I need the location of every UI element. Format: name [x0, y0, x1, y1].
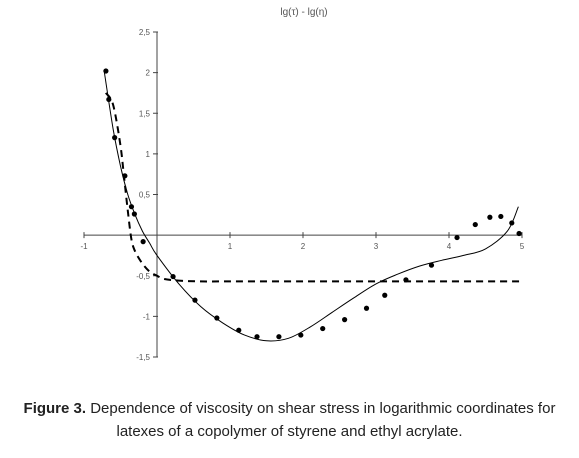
data-point	[254, 334, 260, 340]
data-point	[192, 297, 198, 303]
data-point	[122, 173, 128, 179]
data-point	[128, 204, 135, 210]
dashed-fit-curve	[105, 92, 522, 283]
tick-labels: -1 1 2 3 4 5 2,5 2 1,5 1 0,5 -0,5 -1 -1,5	[80, 28, 524, 362]
data-point	[342, 317, 348, 323]
data-point	[487, 214, 493, 220]
caption-lead: Figure 3.	[23, 400, 87, 417]
data-point	[472, 221, 478, 228]
data-points	[103, 68, 522, 340]
curves	[103, 72, 522, 342]
data-point	[298, 332, 304, 338]
y-tick-label: -1	[143, 312, 151, 321]
data-point	[382, 292, 388, 298]
data-point	[236, 327, 242, 333]
x-tick-label: 1	[228, 242, 233, 251]
data-point	[131, 211, 137, 217]
figure-caption: Figure 3. Dependence of viscosity on she…	[10, 397, 569, 443]
data-point	[106, 96, 112, 103]
data-point	[509, 220, 515, 226]
x-tick-label: -1	[80, 242, 88, 251]
data-point	[140, 239, 146, 245]
x-tick-label: 3	[374, 242, 379, 251]
caption-text: Dependence of viscosity on shear stress …	[86, 400, 556, 440]
chart-title: lg(τ) - lg(η)	[280, 7, 327, 18]
data-point	[454, 234, 460, 241]
y-tick-label: 2	[146, 69, 151, 78]
y-tick-label: -0,5	[136, 272, 150, 281]
data-point	[170, 273, 176, 280]
solid-fit-curve	[103, 72, 519, 342]
chart: lg(τ) - lg(η) -1 1 2 3 4 52,521,510,5-0,5-1-1…	[80, 7, 524, 362]
data-point	[214, 315, 220, 321]
x-tick-label: 4	[447, 242, 452, 251]
y-tick-label: -1,5	[136, 353, 150, 362]
data-point	[498, 213, 504, 220]
y-tick-label: 2,5	[139, 28, 151, 37]
x-tick-label: 5	[520, 242, 525, 251]
y-tick-label: 0,5	[139, 191, 151, 200]
y-tick-label: 1,5	[139, 109, 151, 118]
data-point	[403, 277, 409, 283]
x-tick-label: 2	[301, 242, 306, 251]
data-point	[103, 68, 109, 74]
data-point	[363, 305, 370, 311]
data-point	[276, 334, 282, 340]
data-point	[320, 325, 326, 332]
data-point	[112, 135, 118, 141]
data-point	[428, 262, 435, 268]
y-tick-label: 1	[146, 150, 151, 159]
data-point	[516, 230, 522, 237]
